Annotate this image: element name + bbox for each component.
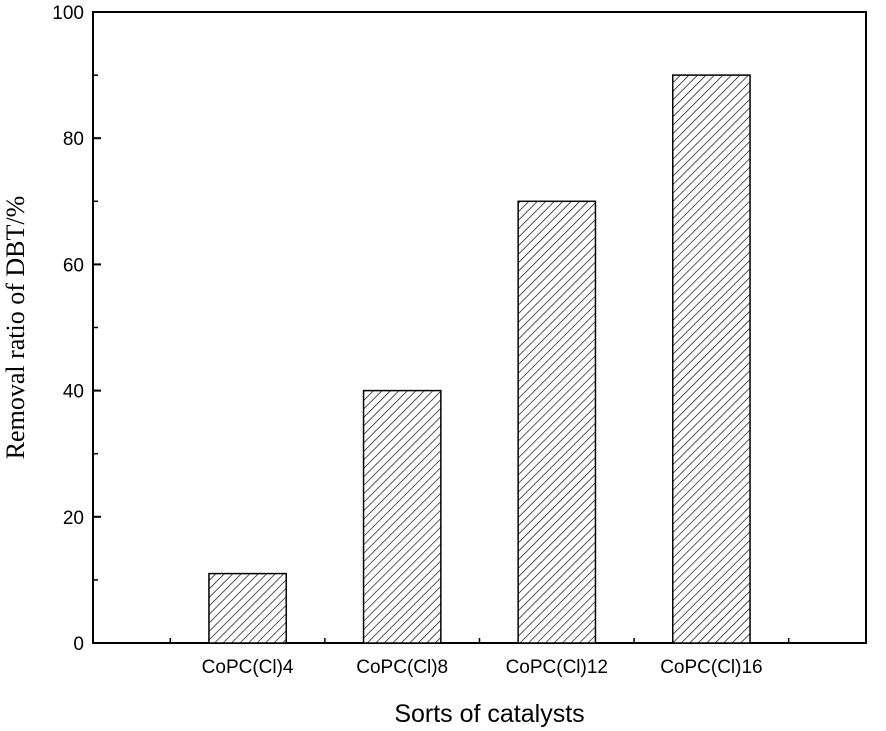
- y-tick-label: 20: [63, 508, 84, 529]
- y-axis: 0 20 40 60 80 100: [52, 3, 101, 655]
- x-axis-title: Sorts of catalysts: [394, 700, 584, 728]
- y-axis-title: Removal ratio of DBT/%: [1, 196, 30, 460]
- y-tick-label: 100: [52, 3, 84, 24]
- y-tick-label: 60: [63, 255, 84, 276]
- y-tick-label: 40: [63, 382, 84, 403]
- bar: [672, 74, 751, 644]
- x-tick-label: CoPC(Cl)16: [660, 657, 762, 678]
- x-tick-label: CoPC(Cl)8: [356, 657, 448, 678]
- x-tick-label: CoPC(Cl)12: [506, 657, 608, 678]
- x-tick-label: CoPC(Cl)4: [202, 657, 294, 678]
- bars: [208, 74, 751, 644]
- bar: [362, 389, 442, 644]
- bar: [517, 200, 597, 644]
- bar: [208, 572, 287, 644]
- y-tick-label: 0: [73, 634, 84, 655]
- y-tick-label: 80: [63, 129, 84, 150]
- x-axis: CoPC(Cl)4 CoPC(Cl)8 CoPC(Cl)12 CoPC(Cl)16: [169, 635, 790, 678]
